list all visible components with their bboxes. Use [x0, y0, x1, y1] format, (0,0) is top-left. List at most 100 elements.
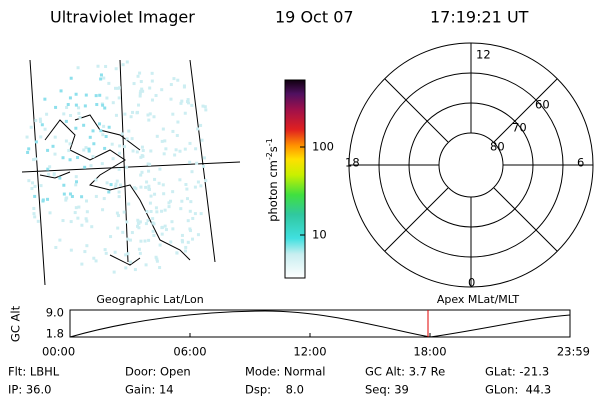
pixel [125, 165, 129, 169]
pixel [41, 199, 45, 203]
pixel [67, 149, 71, 153]
pixel [155, 259, 159, 263]
pixel [89, 164, 93, 168]
pixel [179, 207, 183, 211]
pixel [32, 212, 36, 216]
pixel [124, 266, 128, 270]
pixel [163, 224, 167, 228]
pixel [136, 218, 140, 222]
pixel [39, 119, 43, 123]
pixel [153, 177, 157, 181]
pixel [117, 96, 121, 100]
pixel [118, 144, 122, 148]
pixel [172, 77, 176, 81]
pixel [139, 173, 143, 177]
pixel [175, 134, 179, 138]
pixel [111, 157, 115, 161]
pixel [201, 164, 205, 168]
pixel [199, 123, 203, 127]
pixel [160, 209, 164, 213]
pixel [74, 175, 78, 179]
pixel [138, 91, 142, 95]
pixel [109, 183, 113, 187]
date: 19 Oct 07 [275, 8, 354, 27]
pixel [117, 195, 121, 199]
pixel [84, 146, 88, 150]
pixel [116, 214, 120, 218]
pixel [115, 211, 119, 215]
pixel [52, 173, 56, 177]
pixel [170, 220, 174, 224]
pixel [140, 154, 144, 158]
pixel [62, 183, 66, 187]
pixel [164, 147, 168, 151]
pixel [158, 243, 162, 247]
pixel [109, 235, 113, 239]
pixel [140, 170, 144, 174]
polar-label: Apex MLat/MLT [437, 293, 520, 306]
pixel [104, 251, 108, 255]
pixel [82, 123, 86, 127]
pixel [184, 182, 188, 186]
pixel [76, 156, 80, 160]
pixel [113, 86, 117, 90]
pixel [185, 197, 189, 201]
pixel [64, 198, 68, 202]
pixel [68, 192, 72, 196]
pixel [154, 206, 158, 210]
pixel [171, 227, 175, 231]
x-tick-label: 23:59 [557, 345, 590, 359]
pixel [118, 151, 122, 155]
spokes [349, 43, 593, 287]
time: 17:19:21 UT [430, 8, 529, 27]
pixel [90, 225, 94, 229]
pixel [150, 98, 154, 102]
info-field: Dsp: 8.0 [245, 383, 304, 397]
pixel [203, 105, 207, 109]
pixel [141, 89, 145, 93]
y-tick-label: 1.8 [46, 327, 64, 341]
pixel [153, 192, 157, 196]
pixel [161, 127, 165, 131]
pixel [126, 252, 130, 256]
pixel [73, 211, 77, 215]
pixel [155, 134, 159, 138]
pixel [136, 110, 140, 114]
pixel [33, 194, 37, 198]
pixel [123, 112, 127, 116]
pixel [113, 250, 117, 254]
pixel [102, 197, 106, 201]
pixel [137, 247, 141, 251]
pixel [139, 239, 143, 243]
pixel [193, 185, 197, 189]
pixel [137, 221, 141, 225]
pixel [148, 201, 152, 205]
pixel [202, 156, 206, 160]
pixel [66, 103, 70, 107]
pixel [200, 138, 204, 142]
pixel [171, 129, 175, 133]
pixel [95, 103, 99, 107]
pixel [76, 216, 80, 220]
pixel [133, 268, 137, 272]
pixel [124, 253, 128, 257]
pixel [115, 179, 119, 183]
pixel [191, 216, 195, 220]
pixel [110, 142, 114, 146]
pixel [138, 71, 142, 75]
pixel [160, 225, 164, 229]
pixel [148, 112, 152, 116]
pixel [64, 139, 68, 143]
unit: photon cm [266, 160, 280, 222]
pixel [77, 111, 81, 115]
pixel [62, 192, 66, 196]
pixel [191, 237, 195, 241]
pixel [201, 104, 205, 108]
pixel [94, 94, 98, 98]
pixel [107, 125, 111, 129]
pixel [134, 187, 138, 191]
pixel [117, 86, 121, 90]
pixel [204, 179, 208, 183]
pixel [33, 215, 37, 219]
